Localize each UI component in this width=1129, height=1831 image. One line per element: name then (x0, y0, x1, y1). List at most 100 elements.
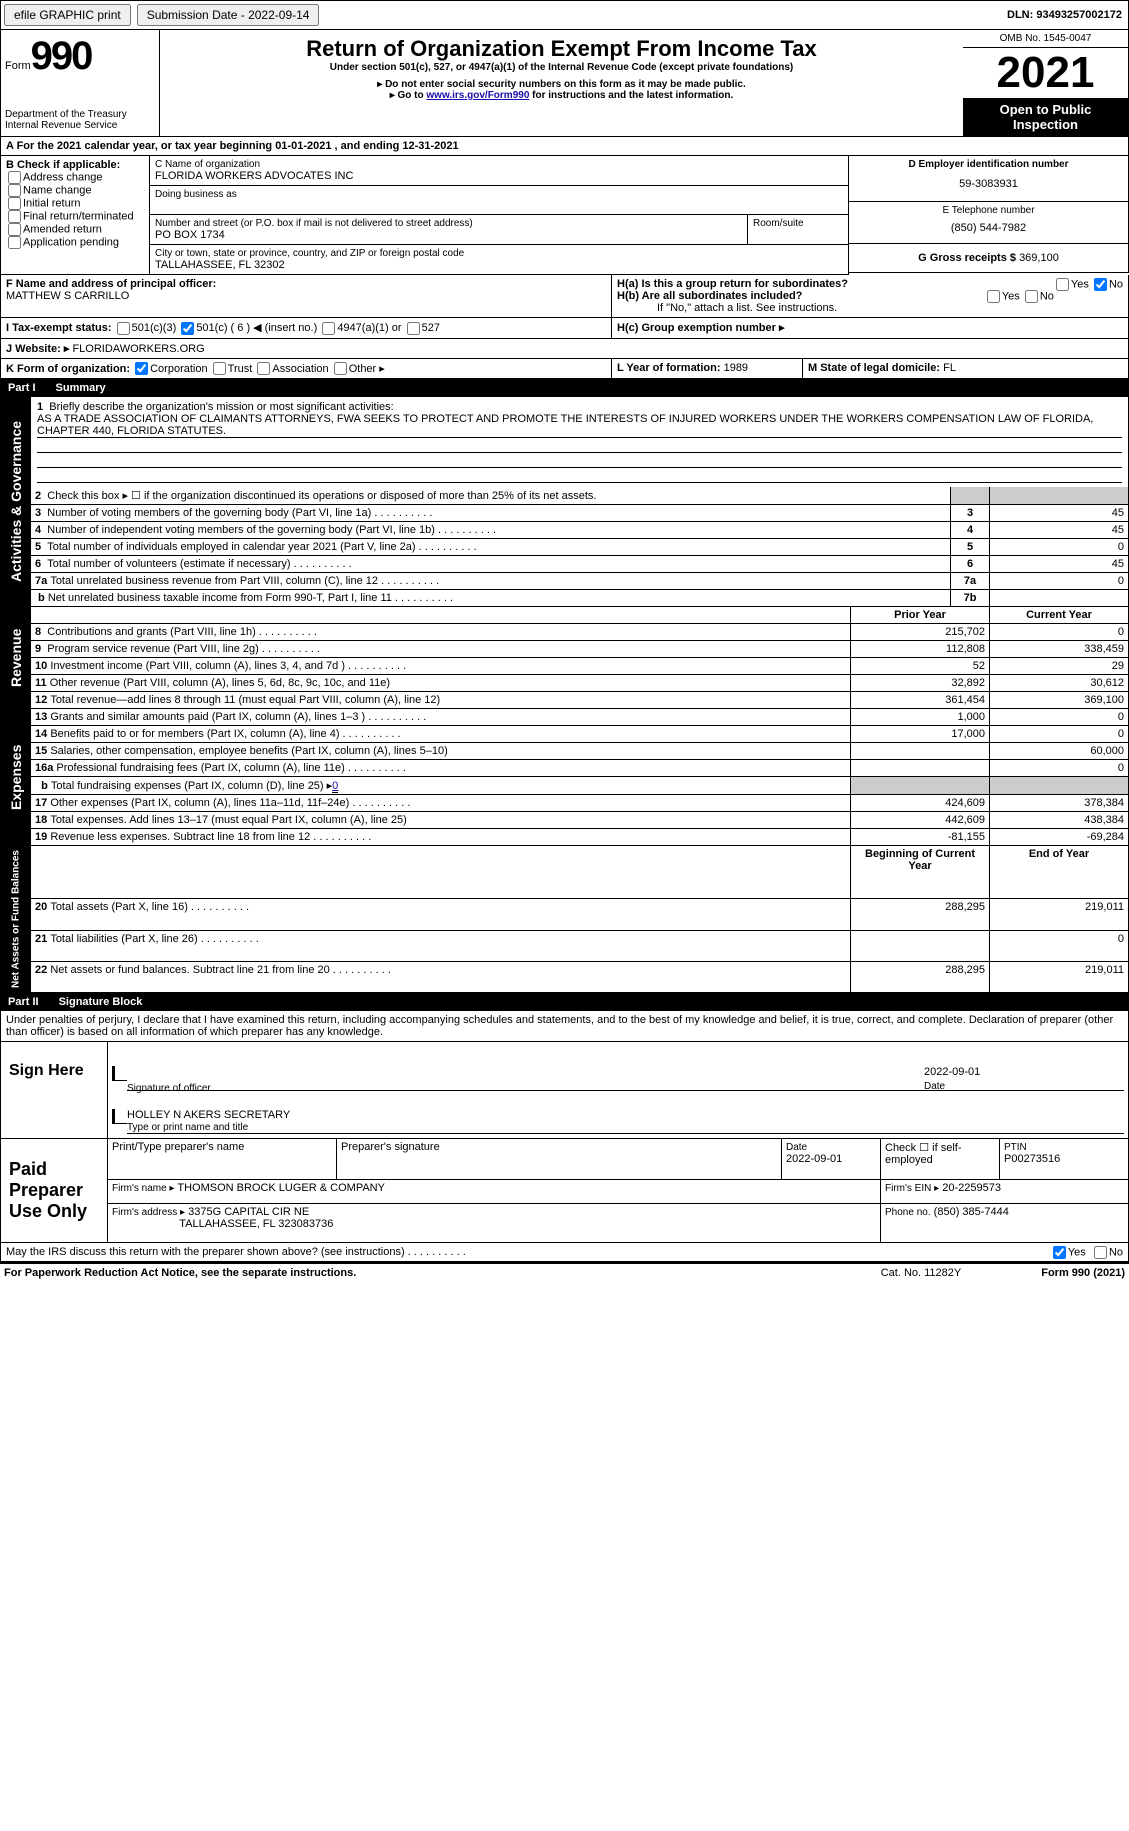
cb-addr[interactable] (8, 171, 21, 184)
omb: OMB No. 1545-0047 (963, 30, 1128, 48)
c9: 338,459 (990, 641, 1129, 658)
ha: H(a) Is this a group return for subordin… (617, 278, 848, 290)
l16b: Total fundraising expenses (Part IX, col… (51, 780, 332, 792)
pdv: 2022-09-01 (786, 1153, 842, 1165)
side-ag: Activities & Governance (1, 397, 31, 606)
e20: 219,011 (990, 899, 1129, 930)
e21: 0 (990, 930, 1129, 961)
part1-header: Part I Summary (0, 379, 1129, 397)
l12: Total revenue—add lines 8 through 11 (mu… (50, 694, 440, 706)
sub-date-button[interactable]: Submission Date - 2022-09-14 (137, 4, 320, 26)
subtitle: Under section 501(c), 527, or 4947(a)(1)… (166, 62, 957, 73)
cb-corp[interactable] (135, 362, 148, 375)
hc: H(c) Group exemption number ▸ (612, 318, 1129, 339)
cb-501c[interactable] (181, 322, 194, 335)
b-o2: Name change (23, 184, 92, 196)
c11: 30,612 (990, 675, 1129, 692)
p8: 215,702 (851, 624, 990, 641)
pd: Date (786, 1142, 807, 1153)
room: Room/suite (748, 215, 849, 245)
l16bv[interactable]: 0 (332, 780, 338, 793)
c8: 0 (990, 624, 1129, 641)
note1: ▸ Do not enter social security numbers o… (166, 79, 957, 90)
ph: Phone no. (885, 1207, 931, 1218)
ptinv: P00273516 (1004, 1153, 1060, 1165)
fnv: THOMSON BROCK LUGER & COMPANY (177, 1182, 385, 1194)
cb-name[interactable] (8, 184, 21, 197)
dln: DLN: 93493257002172 (1001, 7, 1128, 23)
p11: 32,892 (851, 675, 990, 692)
b22: 288,295 (851, 962, 990, 993)
c16a: 0 (990, 760, 1129, 777)
note2-pre: ▸ Go to (390, 90, 427, 101)
may-yes: Yes (1068, 1247, 1086, 1259)
return-title: Return of Organization Exempt From Incom… (166, 36, 957, 62)
irs-link[interactable]: www.irs.gov/Form990 (426, 90, 529, 101)
cb-assoc[interactable] (257, 362, 270, 375)
cb-may-no[interactable] (1094, 1246, 1107, 1259)
k-o4: Other ▸ (349, 363, 385, 375)
fev: 20-2259573 (942, 1182, 1001, 1194)
c17: 378,384 (990, 795, 1129, 812)
may-no: No (1109, 1247, 1123, 1259)
l15: Salaries, other compensation, employee b… (50, 745, 447, 757)
cb-527[interactable] (407, 322, 420, 335)
mission: AS A TRADE ASSOCIATION OF CLAIMANTS ATTO… (37, 413, 1122, 438)
cb-hb-yes[interactable] (987, 290, 1000, 303)
org-name: FLORIDA WORKERS ADVOCATES INC (155, 170, 843, 182)
paid-prep: Paid Preparer Use Only (1, 1139, 108, 1242)
fac: TALLAHASSEE, FL 323083736 (179, 1218, 333, 1230)
ein: 59-3083931 (854, 170, 1123, 198)
b-o3: Initial return (23, 197, 80, 209)
dept: Department of the Treasury (5, 109, 155, 120)
cb-amend[interactable] (8, 223, 21, 236)
k-o3: Association (272, 363, 328, 375)
side-exp: Expenses (1, 709, 31, 845)
p13: 1,000 (851, 709, 990, 726)
l20: Total assets (Part X, line 16) (50, 901, 188, 913)
ps: Preparer's signature (337, 1139, 782, 1180)
cb-4947[interactable] (322, 322, 335, 335)
ha-yes: Yes (1071, 278, 1089, 290)
c-label: C Name of organization (155, 159, 843, 170)
sig-name: HOLLEY N AKERS SECRETARY (127, 1109, 290, 1121)
form-num: 990 (31, 34, 92, 78)
ptin: PTIN (1004, 1142, 1027, 1153)
efile-button[interactable]: efile GRAPHIC print (4, 4, 131, 26)
cb-init[interactable] (8, 197, 21, 210)
l3: Number of voting members of the governin… (47, 507, 371, 519)
e-label: E Telephone number (854, 205, 1123, 216)
cb-app[interactable] (8, 236, 21, 249)
b-o5: Amended return (23, 223, 102, 235)
cb-other[interactable] (334, 362, 347, 375)
d-label: D Employer identification number (854, 159, 1123, 170)
fn: Firm's name ▸ (112, 1183, 175, 1194)
cb-501c3[interactable] (117, 322, 130, 335)
cb-ha-yes[interactable] (1056, 278, 1069, 291)
cb-final[interactable] (8, 210, 21, 223)
cb-may-yes[interactable] (1053, 1246, 1066, 1259)
p14: 17,000 (851, 726, 990, 743)
l10: Investment income (Part VIII, column (A)… (50, 660, 345, 672)
c14: 0 (990, 726, 1129, 743)
tax-year: 2021 (963, 48, 1128, 98)
website: FLORIDAWORKERS.ORG (72, 343, 204, 355)
b-o4: Final return/terminated (23, 210, 134, 222)
cb-ha-no[interactable] (1094, 278, 1107, 291)
f-name: MATTHEW S CARRILLO (6, 290, 606, 302)
irs: Internal Revenue Service (5, 120, 155, 131)
top-bar: efile GRAPHIC print Submission Date - 20… (0, 0, 1129, 30)
cb-hb-no[interactable] (1025, 290, 1038, 303)
k-o1: Corporation (150, 363, 207, 375)
l4: Number of independent voting members of … (47, 524, 435, 536)
l21: Total liabilities (Part X, line 26) (50, 933, 197, 945)
l2: Check this box ▸ ☐ if the organization d… (47, 490, 596, 502)
cb-trust[interactable] (213, 362, 226, 375)
i-label: I Tax-exempt status: (6, 322, 112, 334)
form-header: Form990 Department of the Treasury Inter… (0, 30, 1129, 137)
footer-form: Form 990 (2021) (1041, 1267, 1125, 1279)
p17: 424,609 (851, 795, 990, 812)
i-o2: 501(c) ( 6 ) ◀ (insert no.) (196, 322, 317, 334)
i-o1: 501(c)(3) (132, 322, 177, 334)
p16a (851, 760, 990, 777)
